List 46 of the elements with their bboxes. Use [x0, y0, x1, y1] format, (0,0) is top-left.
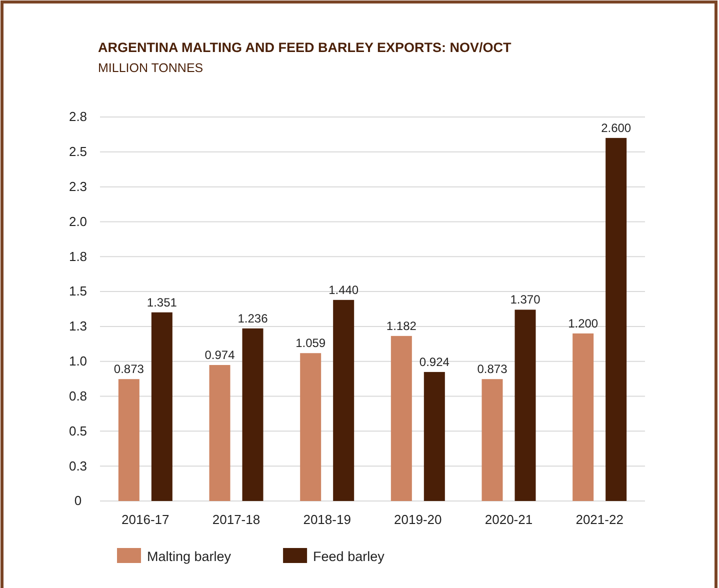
- bar: [514, 310, 536, 501]
- data-label: 0.873: [114, 362, 144, 376]
- bar: [572, 333, 594, 501]
- data-label: 1.370: [510, 292, 541, 307]
- x-tick-label: 2016-17: [122, 512, 170, 528]
- legend-label: Feed barley: [313, 549, 385, 564]
- x-tick-label: 2019-20: [394, 512, 442, 528]
- y-tick-label: 1.3: [68, 318, 88, 334]
- y-tick-label: 2.0: [68, 214, 88, 229]
- data-label: 0.924: [419, 354, 450, 369]
- bar: [209, 364, 230, 501]
- y-tick-label: 0.3: [68, 458, 88, 474]
- bar: [333, 300, 354, 501]
- y-tick-label: 0: [74, 493, 82, 508]
- chart-subtitle: MILLION TONNES: [98, 61, 204, 75]
- legend-label: Malting barley: [147, 549, 232, 564]
- y-tick-label: 1.5: [68, 284, 88, 299]
- bar: [118, 379, 140, 501]
- data-label: 1.200: [568, 316, 598, 330]
- bar: [606, 138, 627, 501]
- y-tick-label: 1.0: [68, 354, 88, 369]
- data-label: 0.873: [477, 362, 508, 376]
- data-label: 2.600: [601, 120, 632, 135]
- data-label: 0.974: [204, 348, 236, 362]
- chart-title: ARGENTINA MALTING AND FEED BARLEY EXPORTS: NOV/OCT: [98, 40, 512, 55]
- data-label: 1.351: [146, 295, 178, 310]
- bar: [482, 379, 503, 501]
- data-label: 1.059: [296, 336, 326, 350]
- y-tick-label: 1.8: [68, 248, 88, 264]
- x-tick-label: 2020-21: [484, 512, 533, 528]
- data-label: 1.440: [328, 282, 359, 297]
- bar: [300, 353, 322, 501]
- y-tick-label: 0.8: [68, 388, 88, 404]
- bar: [424, 372, 445, 501]
- data-label: 1.236: [238, 311, 268, 326]
- bar: [390, 336, 412, 501]
- y-tick-label: 0.5: [68, 423, 88, 438]
- bar: [242, 328, 264, 501]
- y-tick-label: 2.8: [68, 109, 88, 124]
- bar: [151, 312, 172, 501]
- data-label: 1.182: [386, 318, 417, 333]
- y-tick-label: 2.5: [68, 144, 88, 160]
- y-tick-label: 2.3: [68, 178, 88, 194]
- x-tick-label: 2018-19: [303, 512, 351, 528]
- x-tick-label: 2021-22: [576, 512, 624, 528]
- x-tick-label: 2017-18: [212, 512, 260, 528]
